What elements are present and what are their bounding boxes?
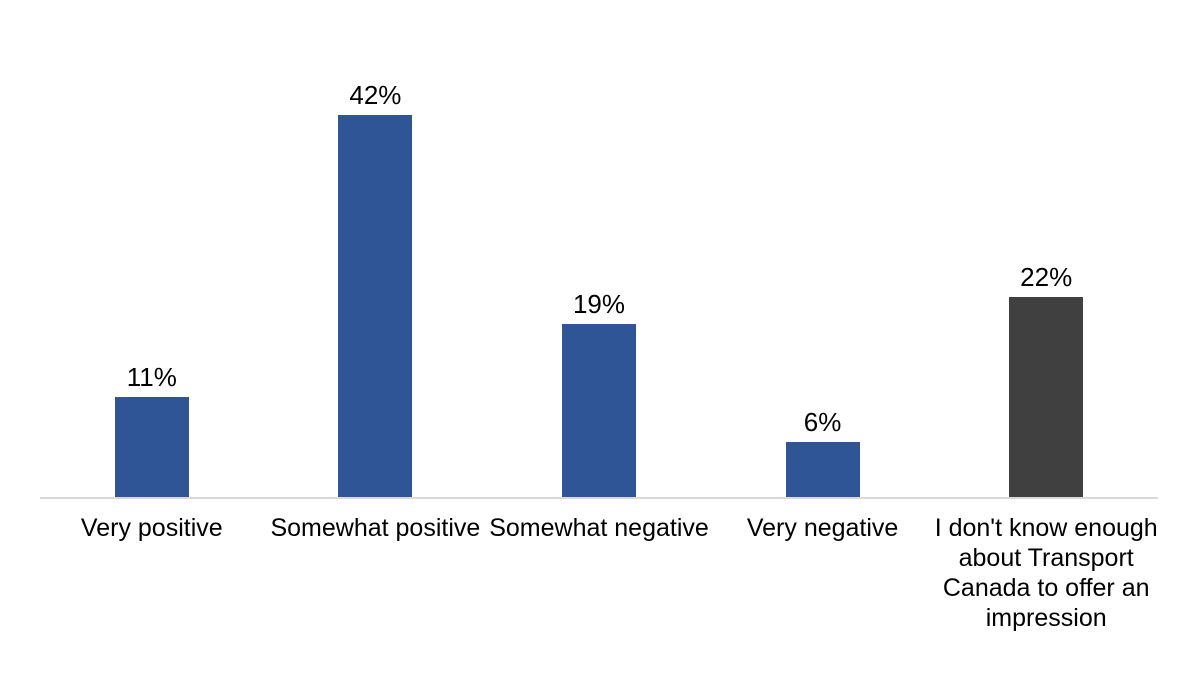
category-label: Somewhat negative (489, 514, 709, 542)
x-axis-line (40, 497, 1158, 499)
bar-value-label: 11% (126, 362, 177, 393)
bar-2 (562, 324, 636, 497)
bar-3 (785, 442, 860, 497)
bar-value-label: 6% (803, 407, 842, 438)
bar-value-label: 42% (349, 80, 402, 111)
bar-0 (114, 397, 189, 497)
category-label: Somewhat positive (270, 514, 481, 542)
category-label: Very negative (746, 514, 899, 542)
bar-value-label: 22% (1020, 262, 1073, 293)
category-label: I don't know enough about Transport Cana… (934, 514, 1158, 632)
bar-value-label: 19% (572, 289, 626, 320)
bar-1 (338, 115, 413, 497)
bar-4 (1009, 297, 1084, 497)
category-label: Very positive (80, 514, 223, 542)
